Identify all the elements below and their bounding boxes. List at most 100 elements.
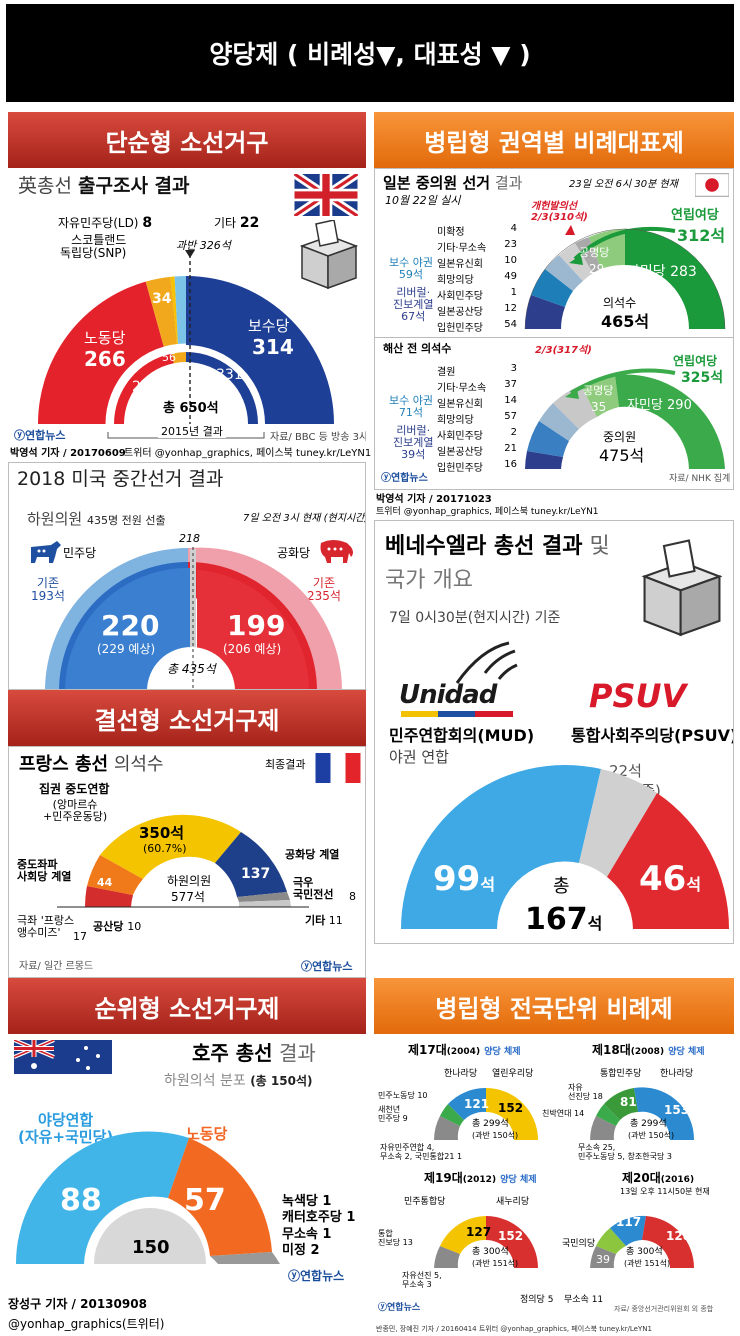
jp-liberal: 리버럴· 진보계열 67석: [393, 286, 434, 324]
us-dem-label: 민주당: [63, 546, 97, 560]
us-rep-value: 199: [227, 609, 286, 642]
au-coalition-value: 88: [60, 1183, 102, 1218]
fr-socialist-label: 중도좌파 사회당 계열: [17, 858, 72, 884]
jp-time: 23일 오전 6시 30분 현재: [569, 179, 678, 190]
jp-conservative: 보수 야권 59석: [389, 256, 433, 282]
jp-threshold: 개헌발의선 2/3(310석): [531, 201, 588, 223]
jp-before-title: 해산 전 의석수: [383, 342, 452, 355]
snp-arc: [145, 276, 178, 349]
jp-row: 일본공산당 12: [437, 303, 517, 318]
australia-flag-icon: [14, 1040, 112, 1074]
ve-mud-sub: 야권 연합: [389, 748, 449, 766]
kr-19-total: 총 300석: [472, 1247, 509, 1257]
kr-18-maj: (과반 150석): [628, 1131, 675, 1140]
jp-source: 자료/ NHK 집계: [669, 474, 731, 484]
jp-before-row: 희망의당 57: [437, 411, 517, 426]
conservative-arc: [186, 276, 334, 424]
jp-date: 10월 22일 실시: [385, 194, 461, 207]
kr-17-gnp: 한나라당: [444, 1069, 478, 1079]
kr-18-pro: 친박연대 14: [542, 1109, 585, 1118]
kr-17-mdp: 새천년 민주당 9: [378, 1105, 408, 1123]
fr-final: 최종결과: [265, 758, 306, 771]
us-rep-prev: 기존 235석: [307, 576, 341, 604]
uk-labour-value: 266: [84, 347, 126, 371]
fr-house: 하원의원: [167, 874, 212, 888]
jp-seats: 의석수: [603, 296, 637, 310]
kr-20-title: 제20대(2016): [622, 1171, 695, 1185]
france-election-panel: 프랑스 총선 의석수 최종결과 집권 중도연합 (앙마르슈 +민주운동당) 35…: [8, 746, 366, 978]
jp-row: 사회민주당 1: [437, 287, 517, 302]
australia-hemicycle: [15, 1131, 280, 1264]
jp-before-ruling-val: 325석: [681, 370, 724, 386]
jp-row: 미확정 4: [437, 223, 517, 238]
us-title: 2018 미국 중간선거 결과: [17, 468, 224, 490]
fr-center-value: 350석: [139, 824, 185, 842]
us-dem-prev: 기존 193석: [31, 576, 65, 604]
jp-before-ldp: 자민당 290: [627, 398, 692, 413]
section-header-runoff: 결선형 소선거구제: [8, 690, 366, 746]
uk-flag-icon: [294, 174, 358, 216]
fr-farright-label: 극우 국민전선: [293, 876, 334, 902]
kr-source: 자료/ 중앙선거관리위원회 외 종합: [614, 1305, 714, 1313]
venezuela-election-panel: 베네수엘라 총선 결과 및 국가 개요 7일 0시30분(현지시간) 기준 Un…: [374, 520, 734, 944]
jp-before-total: 475석: [599, 446, 645, 465]
kr-20-time: 13일 오후 11시50분 현재: [620, 1187, 710, 1196]
jp-before-threshold: 2/3(317석): [535, 345, 592, 356]
uk-majority-label: 과반 326석: [176, 239, 231, 252]
uk-title: 英총선 출구조사 결과: [18, 175, 190, 197]
fr-farleft-label: 극좌 '프랑스 앵수미즈': [17, 914, 75, 940]
kr-20-total: 총 300석: [626, 1247, 663, 1257]
section-header-preferential: 순위형 소선거구제: [8, 978, 366, 1034]
kr-logo: ⓨ연합뉴스: [378, 1303, 421, 1313]
kr-20-ind: 무소속 11: [564, 1295, 604, 1305]
kr-18-gnp-val: 153: [664, 1103, 690, 1117]
kr-19-title: 제19대(2012) 양당 체제: [424, 1171, 537, 1185]
uk-other-label: 기타 22: [214, 215, 260, 231]
uk-source: 자료/ BBC 등 방송 3사: [270, 432, 366, 443]
kr-19-dup: 민주통합당: [404, 1197, 446, 1207]
kr-credit: 반종민, 장예진 기자 / 20160414 트위터 @yonhap_graph…: [376, 1325, 652, 1333]
jp-before-row: 기타·무소속 37: [437, 379, 517, 394]
australia-election-panel: 호주 총선 결과 하원의석 분포 (총 150석) 야당연합 (자유+국민당) …: [8, 1034, 358, 1296]
uk-credit1: 박영석 기자 / 20170609: [10, 448, 126, 459]
ve-psuv-logo: PSUV: [589, 677, 687, 715]
fr-source: 자료/ 일간 르몽드: [19, 961, 94, 972]
other-arc: [174, 276, 186, 345]
uk-election-panel: 英총선 출구조사 결과 자유민주당(LD) 8 스코틀랜드 독립당(SNP) 기…: [8, 168, 366, 458]
fr-soc-value: 44: [97, 876, 113, 889]
jp-rows: 미확정 4 기타·무소속 23 일본유신회 10 희망의당 49 사회민주당 1 일본공산…: [437, 223, 517, 335]
jp-before-liberal: 리버럴· 진보계열 39석: [393, 424, 434, 462]
jp-before-row: 일본공산당 21: [437, 443, 517, 458]
jp-before-komeito: 공명당: [583, 384, 614, 397]
elephant-icon: [320, 540, 353, 563]
kr-18-lfp: 자유 선진당 18: [568, 1083, 603, 1101]
au-labor-label: 노동당: [186, 1125, 228, 1143]
uk-logo: ⓨ연합뉴스: [14, 429, 66, 442]
kr-17-total: 총 299석: [472, 1119, 509, 1129]
kr-20-people-val: 39: [596, 1253, 610, 1266]
jp-credit1: 박영석 기자 / 20171023: [376, 494, 492, 505]
au-coalition-label: 야당연합 (자유+국민당): [18, 1111, 114, 1146]
au-credit1: 장성구 기자 / 20130908: [8, 1297, 147, 1311]
japan-hemicycle: [524, 225, 726, 330]
jp-before-house: 중의원: [603, 430, 637, 444]
section-header-mixed-regional: 병립형 권역별 비례대표제: [374, 112, 734, 168]
jp-before-komeito-val: 35: [591, 400, 607, 414]
us-dem-exp: (229 예상): [97, 642, 156, 656]
kr-19-saenuri-val: 152: [498, 1229, 524, 1243]
page-title: 양당제 ( 비례성▼, 대표성 ▼ ): [209, 40, 531, 69]
ve-title2: 국가 개요: [385, 568, 473, 593]
fr-center-sub: (앙마르슈 +민주운동당): [43, 798, 108, 824]
ballot-box-icon: [641, 539, 723, 637]
kr-20-saenuri-val: 128: [666, 1229, 692, 1243]
ve-total: 167석: [525, 902, 603, 937]
uk-snp-prev: 56: [162, 351, 176, 364]
section-header-single-member: 단순형 소선거구: [8, 112, 366, 168]
kr-18-dp: 통합민주당: [600, 1069, 642, 1079]
libdem-arc: [170, 276, 178, 346]
kr-20-people: 국민의당: [562, 1239, 596, 1249]
jp-credit2: 트위터 @yonhap_graphics, 페이스북 tuney.kr/LeYN…: [376, 507, 599, 517]
kr-18-title: 제18대(2008) 양당 체제: [592, 1043, 705, 1057]
jp-before-row: 결원 3: [437, 363, 517, 378]
kr-17-uri-val: 152: [498, 1101, 524, 1115]
